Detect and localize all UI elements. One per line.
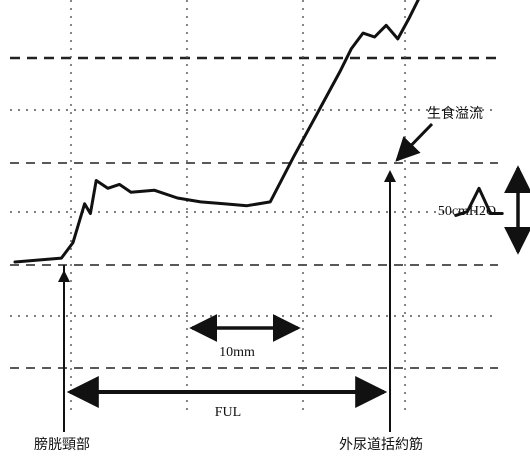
saline-overflow-pointer <box>395 122 434 162</box>
external-sphincter-label: 外尿道括約筋 <box>339 436 423 453</box>
scale-x-label: 10mm <box>219 345 255 360</box>
external-sphincter-arrow <box>384 170 396 182</box>
scale-y-label: 50cmH2O <box>438 204 496 219</box>
saline-overflow-label: 生食溢流 <box>427 105 483 122</box>
pressure-trace-tail <box>454 186 504 217</box>
ful-label: FUL <box>215 405 241 420</box>
bladder-neck-label: 膀胱頸部 <box>34 436 90 453</box>
pressure-trace-line <box>13 0 420 264</box>
bladder-neck-arrow <box>58 270 70 282</box>
